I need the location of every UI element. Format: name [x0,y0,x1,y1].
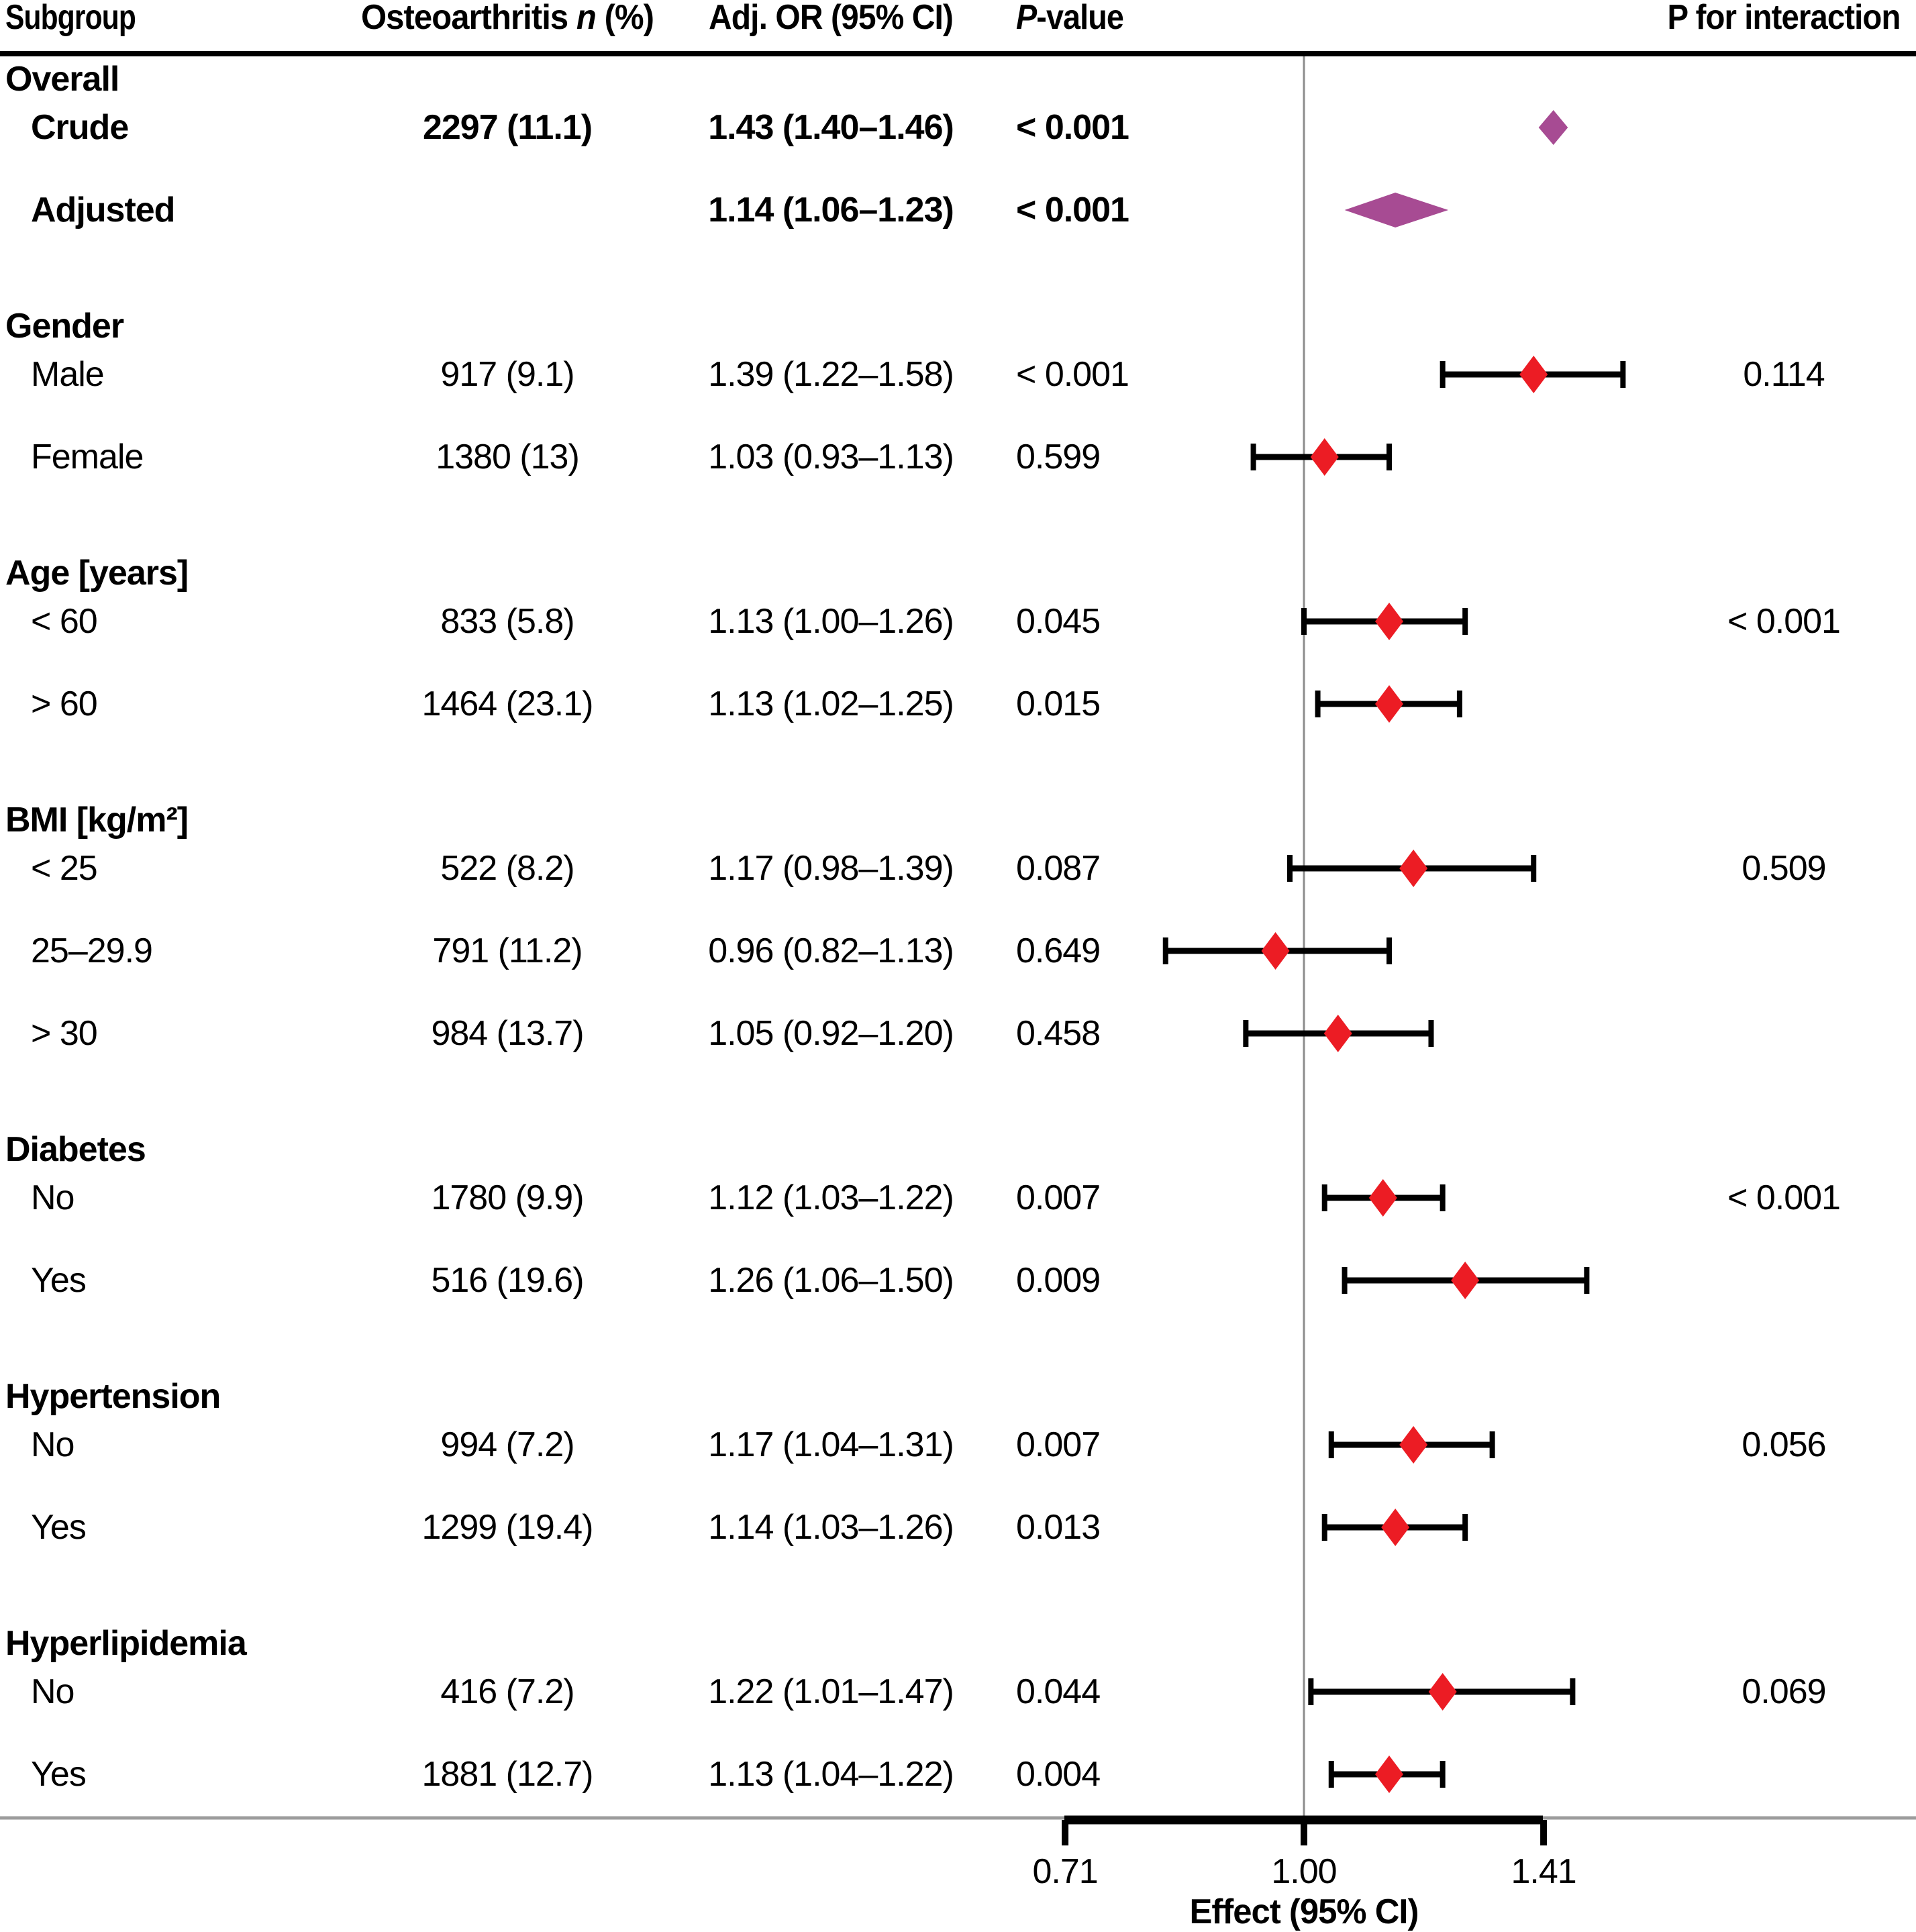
row-n-value-bmi-kg-m-25: 522 (8.2) [440,849,574,888]
row-or-value-bmi-kg-m-25: 1.17 (0.98–1.39) [708,849,954,888]
row-or-value-hyperlipidemia-yes: 1.13 (1.04–1.22) [708,1755,954,1794]
row-p-value-overall-crude: < 0.001 [1016,108,1129,147]
row-p-interaction-value-bmi-kg-m-25: 0.509 [1742,849,1825,888]
row-label-gender-male: Male [31,355,104,394]
group-label-hyperlipidemia: Hyperlipidemia [5,1624,248,1663]
group-label-age-years: Age [years] [5,554,188,593]
row-p-value-gender-male: < 0.001 [1016,355,1129,394]
row-or-value-gender-female: 1.03 (0.93–1.13) [708,438,954,476]
row-label-hyperlipidemia-yes: Yes [31,1755,86,1794]
column-header-subgroup: Subgroup [5,0,136,37]
or-diamond-marker-gender-female [1310,438,1339,476]
row-or-value-age-years-60: 1.13 (1.00–1.26) [708,602,954,641]
axis-tick-label-1-41: 1.41 [1511,1852,1576,1891]
axis-tick-label-0-71: 0.71 [1032,1852,1097,1891]
or-diamond-marker-hypertension-yes [1381,1509,1410,1546]
axis-title: Effect (95% CI) [1190,1892,1419,1931]
row-p-value-hyperlipidemia-yes: 0.004 [1016,1755,1100,1794]
or-diamond-marker-age-years-60 [1375,603,1404,640]
or-diamond-marker-bmi-kg-m-25 [1399,850,1428,887]
group-label-hypertension: Hypertension [5,1377,220,1416]
or-diamond-marker-age-years-60 [1375,685,1404,723]
axis-tick-label-1-00: 1.00 [1271,1852,1336,1891]
row-p-value-bmi-kg-m-25-29-9: 0.649 [1016,931,1100,970]
group-label-gender: Gender [5,307,124,346]
column-header-p-value: P-value [1016,0,1123,37]
row-or-value-overall-adjusted: 1.14 (1.06–1.23) [708,191,954,230]
row-p-value-hyperlipidemia-no: 0.044 [1016,1672,1100,1711]
row-n-value-hyperlipidemia-no: 416 (7.2) [440,1672,574,1711]
row-p-value-age-years-60: 0.045 [1016,602,1100,641]
row-p-value-diabetes-yes: 0.009 [1016,1261,1100,1300]
row-label-overall-adjusted: Adjusted [31,191,174,230]
row-n-value-gender-male: 917 (9.1) [440,355,574,394]
row-n-value-bmi-kg-m-25-29-9: 791 (11.2) [432,931,582,970]
row-n-value-age-years-60: 833 (5.8) [440,602,574,641]
or-diamond-marker-hypertension-no [1399,1426,1428,1464]
row-p-value-hypertension-no: 0.007 [1016,1425,1100,1464]
row-label-bmi-kg-m-25: < 25 [31,849,97,888]
row-p-value-diabetes-no: 0.007 [1016,1178,1100,1217]
summary-diamond-marker-overall-crude [1538,110,1568,145]
or-diamond-marker-gender-male [1519,356,1548,393]
row-p-interaction-value-hyperlipidemia-no: 0.069 [1742,1672,1825,1711]
row-label-hypertension-yes: Yes [31,1508,86,1547]
or-diamond-marker-hyperlipidemia-no [1428,1673,1457,1711]
row-p-interaction-value-gender-male: 0.114 [1743,355,1824,394]
row-n-value-hypertension-yes: 1299 (19.4) [422,1508,593,1547]
row-label-hypertension-no: No [31,1425,74,1464]
row-p-value-hypertension-yes: 0.013 [1016,1508,1100,1547]
or-diamond-marker-bmi-kg-m-25-29-9 [1261,932,1290,970]
column-header-n: Osteoarthritis n (%) [361,0,654,37]
or-diamond-marker-bmi-kg-m-30 [1323,1015,1352,1052]
row-label-gender-female: Female [31,438,143,476]
row-or-value-age-years-60: 1.13 (1.02–1.25) [708,684,954,723]
row-n-value-gender-female: 1380 (13) [436,438,579,476]
row-label-diabetes-yes: Yes [31,1261,86,1300]
row-p-value-age-years-60: 0.015 [1016,684,1100,723]
row-n-value-overall-crude: 2297 (11.1) [423,108,592,147]
row-n-value-hypertension-no: 994 (7.2) [440,1425,574,1464]
row-label-age-years-60: < 60 [31,602,97,641]
row-or-value-hyperlipidemia-no: 1.22 (1.01–1.47) [708,1672,954,1711]
row-or-value-diabetes-no: 1.12 (1.03–1.22) [708,1178,954,1217]
row-n-value-diabetes-yes: 516 (19.6) [431,1261,583,1300]
row-p-interaction-value-diabetes-no: < 0.001 [1727,1178,1840,1217]
row-label-diabetes-no: No [31,1178,74,1217]
row-p-value-bmi-kg-m-25: 0.087 [1016,849,1100,888]
row-n-value-bmi-kg-m-30: 984 (13.7) [431,1014,583,1053]
summary-diamond-marker-overall-adjusted [1344,193,1449,227]
column-header-p-interaction: P for interaction [1668,0,1901,37]
row-or-value-bmi-kg-m-25-29-9: 0.96 (0.82–1.13) [708,931,954,970]
row-or-value-hypertension-yes: 1.14 (1.03–1.26) [708,1508,954,1547]
row-label-bmi-kg-m-25-29-9: 25–29.9 [31,931,152,970]
row-p-value-gender-female: 0.599 [1016,438,1100,476]
row-label-bmi-kg-m-30: > 30 [31,1014,97,1053]
column-header-or: Adj. OR (95% CI) [709,0,953,37]
row-or-value-gender-male: 1.39 (1.22–1.58) [708,355,954,394]
row-p-interaction-value-age-years-60: < 0.001 [1727,602,1840,641]
row-p-value-overall-adjusted: < 0.001 [1016,191,1129,230]
or-diamond-marker-diabetes-yes [1451,1262,1480,1299]
row-label-overall-crude: Crude [31,108,128,147]
row-or-value-bmi-kg-m-30: 1.05 (0.92–1.20) [708,1014,954,1053]
row-or-value-hypertension-no: 1.17 (1.04–1.31) [708,1425,954,1464]
group-label-bmi-kg-m: BMI [kg/m²] [5,801,188,840]
or-diamond-marker-hyperlipidemia-yes [1375,1756,1404,1793]
row-label-hyperlipidemia-no: No [31,1672,74,1711]
row-n-value-hyperlipidemia-yes: 1881 (12.7) [422,1755,593,1794]
row-or-value-overall-crude: 1.43 (1.40–1.46) [708,108,954,147]
row-or-value-diabetes-yes: 1.26 (1.06–1.50) [708,1261,954,1300]
group-label-overall: Overall [5,60,119,99]
group-label-diabetes: Diabetes [5,1130,146,1169]
row-n-value-age-years-60: 1464 (23.1) [422,684,593,723]
row-p-interaction-value-hypertension-no: 0.056 [1742,1425,1825,1464]
or-diamond-marker-diabetes-no [1368,1179,1397,1217]
row-p-value-bmi-kg-m-30: 0.458 [1016,1014,1100,1053]
row-label-age-years-60: > 60 [31,684,97,723]
row-n-value-diabetes-no: 1780 (9.9) [431,1178,583,1217]
